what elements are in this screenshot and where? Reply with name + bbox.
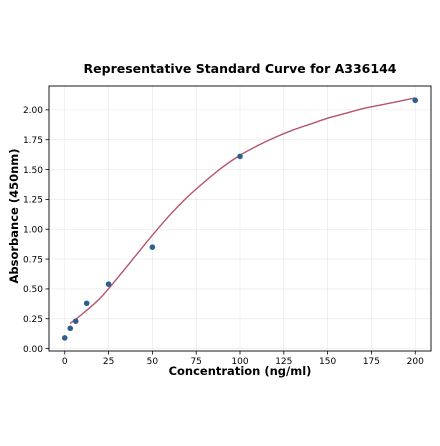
x-axis-label: Concentration (ng/ml) [169, 364, 312, 378]
y-tick-label: 0.50 [23, 285, 43, 295]
y-tick-label: 0.75 [23, 255, 43, 265]
y-tick-label: 1.75 [23, 136, 43, 146]
data-points-layer [61, 97, 419, 341]
fitted-curve [69, 97, 416, 325]
x-tick-label: 175 [363, 357, 380, 367]
chart-title: Representative Standard Curve for A33614… [84, 61, 397, 76]
y-tick-label: 0.00 [23, 345, 43, 355]
x-tick-label: 100 [231, 357, 248, 367]
y-axis-ticks: 0.00 0.25 0.50 0.75 1.00 1.25 1.50 1.75 2.00 [23, 106, 49, 355]
data-point [412, 97, 419, 104]
fitted-curve-layer [69, 97, 416, 325]
data-point [83, 300, 90, 307]
data-point [61, 335, 68, 341]
x-axis-ticks: 0 25 50 75 100 125 150 175 200 [62, 351, 424, 367]
grid-layer [49, 86, 431, 351]
data-point [72, 318, 79, 324]
y-tick-label: 1.25 [23, 196, 43, 206]
y-axis-label: Absorbance (450nm) [7, 148, 21, 283]
x-tick-label: 150 [319, 357, 336, 367]
data-point [67, 325, 74, 332]
y-tick-label: 2.00 [23, 106, 43, 116]
y-tick-label: 1.00 [23, 225, 43, 235]
x-tick-label: 0 [62, 357, 68, 367]
x-tick-label: 25 [103, 357, 114, 367]
data-point [149, 244, 156, 250]
x-tick-label: 125 [275, 357, 292, 367]
y-tick-label: 0.25 [23, 315, 43, 325]
x-tick-label: 75 [190, 357, 201, 367]
data-point [105, 281, 112, 287]
x-tick-label: 200 [407, 357, 424, 367]
data-point [237, 153, 243, 160]
y-tick-label: 1.50 [23, 166, 43, 176]
x-tick-label: 50 [147, 357, 159, 367]
